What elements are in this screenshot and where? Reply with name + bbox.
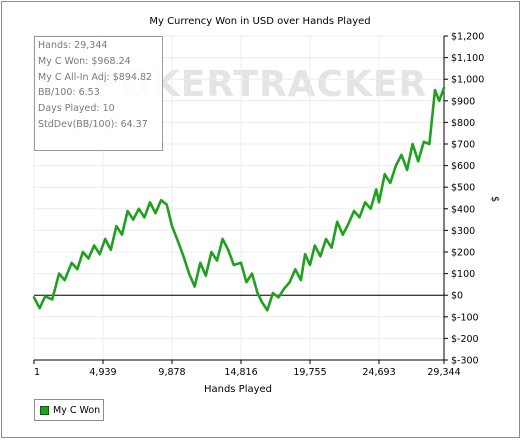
chart-legend: My C Won — [34, 399, 104, 421]
y-tick-label-2: $-100 — [451, 312, 479, 323]
y-tick-label-10: $700 — [451, 140, 475, 151]
legend-swatch — [40, 405, 49, 415]
x-tick-label-2: 9,878 — [158, 367, 185, 378]
x-tick-label-4: 19,755 — [293, 367, 326, 378]
tick-labels: $-300 $-200 $-100 $0 $100 $200 $300 $400 $500 $60… — [34, 32, 484, 379]
series-line-0 — [32, 86, 446, 312]
y-tick-label-15: $1,200 — [451, 32, 484, 43]
chart-title: My Currency Won in USD over Hands Played — [149, 16, 370, 27]
y-tick-label-14: $1,100 — [451, 53, 484, 64]
x-tick-label-6: 29,344 — [427, 367, 460, 378]
x-tick-label-0: 1 — [34, 367, 40, 378]
y-tick-label-6: $300 — [451, 226, 475, 237]
stat-days-played: Days Played: 10 — [38, 103, 115, 115]
stat-bb100: BB/100: 6.53 — [38, 87, 100, 99]
stat-stddev: StdDev(BB/100): 64.37 — [38, 118, 148, 130]
x-axis-label: Hands Played — [204, 384, 272, 395]
y-axis-label: $ — [489, 196, 500, 202]
y-tick-label-4: $100 — [451, 269, 475, 280]
x-tick-label-5: 24,693 — [362, 367, 395, 378]
y-tick-label-9: $600 — [451, 161, 475, 172]
legend-label: My C Won — [53, 404, 101, 416]
y-tick-label-5: $200 — [451, 248, 475, 259]
stat-my-c-won: My C Won: $968.24 — [38, 55, 131, 67]
y-tick-label-13: $1,000 — [451, 75, 484, 86]
series-layer — [32, 86, 446, 312]
x-tick-label-1: 4,939 — [89, 367, 116, 378]
y-tick-label-1: $-200 — [451, 334, 479, 345]
y-tick-label-11: $800 — [451, 118, 475, 129]
x-tick-label-3: 14,816 — [224, 367, 257, 378]
stats-box: Hands: 29,344 My C Won: $968.24 My C All… — [34, 36, 163, 151]
y-tick-label-3: $0 — [451, 291, 463, 302]
y-tick-label-7: $400 — [451, 204, 475, 215]
y-tick-label-0: $-300 — [451, 356, 479, 367]
y-tick-label-8: $500 — [451, 183, 475, 194]
stat-all-in-adj: My C All-In Adj: $894.82 — [38, 71, 153, 83]
stat-hands: Hands: 29,344 — [38, 40, 108, 51]
y-tick-label-12: $900 — [451, 96, 475, 107]
